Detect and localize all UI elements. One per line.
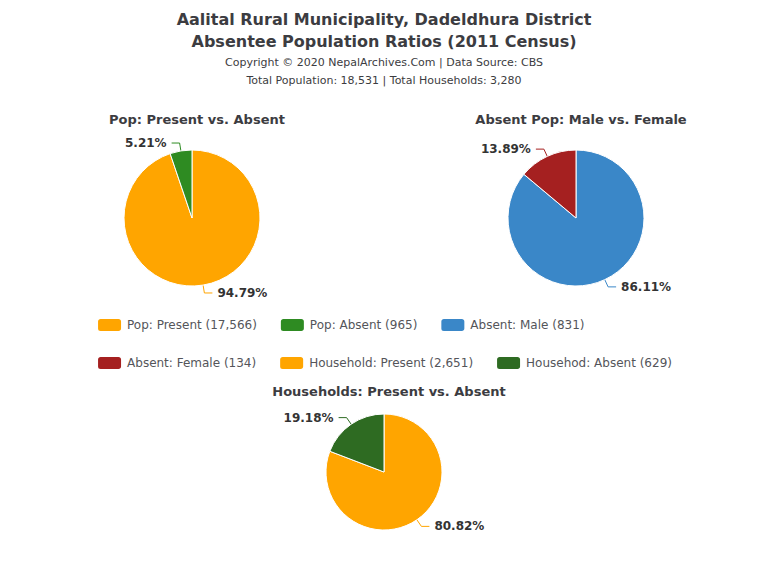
svg-text:Absentee Population Ratios (20: Absentee Population Ratios (2011 Census) [192,32,577,51]
svg-text:5.21%: 5.21% [125,136,167,150]
svg-text:Pop: Present (17,566): Pop: Present (17,566) [127,318,257,332]
svg-text:Absent: Female (134): Absent: Female (134) [127,356,256,370]
svg-text:80.82%: 80.82% [434,519,484,533]
svg-text:Households: Present vs. Absent: Households: Present vs. Absent [272,384,505,399]
svg-text:Pop: Present vs. Absent: Pop: Present vs. Absent [109,112,285,127]
svg-text:Pop: Absent (965): Pop: Absent (965) [310,318,417,332]
svg-text:13.89%: 13.89% [481,142,531,156]
svg-text:Aalital Rural Municipality, Da: Aalital Rural Municipality, Dadeldhura D… [177,10,592,29]
svg-text:Household: Present (2,651): Household: Present (2,651) [309,356,473,370]
svg-text:Copyright © 2020 NepalArchives: Copyright © 2020 NepalArchives.Com | Dat… [225,56,543,69]
svg-text:19.18%: 19.18% [284,411,334,425]
svg-text:Absent Pop: Male vs. Female: Absent Pop: Male vs. Female [475,112,687,127]
svg-text:Absent: Male (831): Absent: Male (831) [470,318,584,332]
svg-text:Total Population: 18,531 | Tot: Total Population: 18,531 | Total Househo… [245,74,521,87]
svg-text:94.79%: 94.79% [217,286,267,300]
svg-text:86.11%: 86.11% [621,280,671,294]
svg-text:Househod: Absent (629): Househod: Absent (629) [526,356,672,370]
